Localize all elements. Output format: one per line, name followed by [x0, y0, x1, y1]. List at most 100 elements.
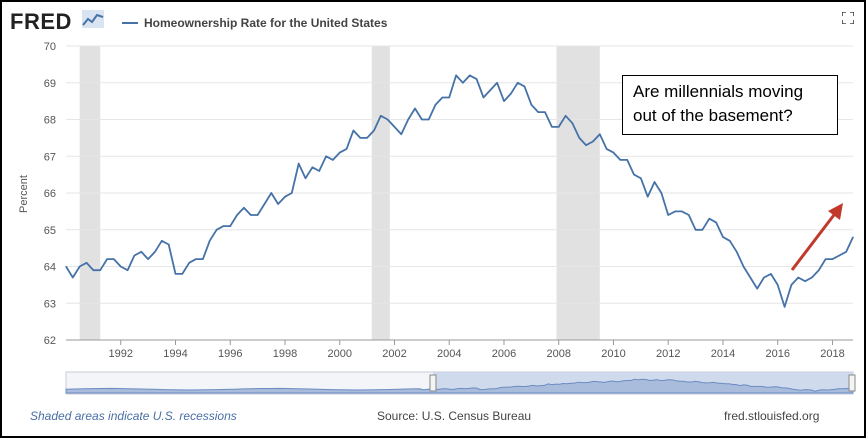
data-point	[346, 148, 348, 150]
data-point	[202, 258, 204, 260]
x-tick-label: 1998	[273, 348, 297, 360]
data-point	[441, 96, 443, 99]
trend-arrow-shaft	[790, 210, 839, 271]
data-point	[722, 236, 724, 238]
data-point	[147, 258, 149, 260]
data-point	[749, 276, 751, 279]
trend-arrow	[790, 203, 843, 271]
y-tick-label: 64	[44, 262, 56, 274]
legend-line-swatch	[122, 22, 138, 24]
x-tick-label: 2006	[492, 348, 516, 360]
recession-note: Shaded areas indicate U.S. recessions	[30, 409, 237, 423]
data-point	[99, 269, 101, 271]
data-point	[729, 240, 731, 242]
data-point	[352, 129, 354, 132]
y-axis-label: Percent	[18, 175, 30, 213]
data-point	[434, 104, 437, 106]
data-point	[626, 159, 628, 161]
y-axis-ticks: 62 63 64 65 66 67 68 69 70	[44, 41, 56, 347]
data-point	[838, 254, 840, 257]
data-point	[407, 118, 409, 121]
data-point	[209, 240, 211, 242]
annotation-box: Are millennials moving out of the baseme…	[622, 75, 838, 135]
data-point	[400, 133, 402, 135]
data-point	[790, 284, 793, 286]
data-point	[674, 210, 676, 212]
data-point	[537, 111, 539, 113]
x-tick-label: 2002	[382, 348, 406, 360]
data-point	[304, 177, 307, 179]
data-point	[284, 196, 286, 198]
data-point	[756, 288, 758, 290]
data-point	[421, 118, 423, 121]
data-point	[667, 214, 669, 216]
data-point	[243, 207, 245, 209]
data-point	[469, 74, 471, 76]
data-point	[852, 236, 854, 238]
x-tick-label: 2010	[601, 348, 625, 360]
y-tick-label: 68	[44, 115, 56, 127]
data-point	[154, 251, 156, 253]
data-point	[517, 82, 519, 84]
data-point	[216, 229, 218, 231]
x-tick-label: 2014	[711, 348, 735, 360]
data-point	[359, 137, 361, 139]
data-point	[462, 82, 464, 84]
data-point	[606, 148, 608, 150]
data-point	[113, 258, 115, 260]
x-tick-label: 1996	[218, 348, 242, 360]
data-point	[777, 284, 779, 286]
data-point	[298, 163, 300, 165]
fred-logo[interactable]: FRED	[10, 9, 72, 34]
range-navigator[interactable]	[65, 371, 856, 395]
data-point	[551, 126, 553, 128]
data-point	[373, 129, 375, 132]
data-point	[65, 265, 67, 268]
navigator-left-handle[interactable]	[429, 374, 437, 392]
data-point	[845, 251, 847, 253]
data-point	[140, 251, 142, 253]
navigator-series	[65, 378, 854, 394]
site-link[interactable]: fred.stlouisfed.org	[724, 409, 820, 423]
annotation-line-2: out of the basement?	[633, 106, 793, 125]
x-tick-label: 2004	[437, 348, 461, 360]
data-point	[523, 85, 526, 87]
series-line[interactable]	[65, 74, 854, 308]
data-point	[633, 174, 635, 176]
data-point	[270, 192, 272, 194]
data-point	[612, 152, 615, 154]
data-point	[79, 265, 81, 268]
data-point	[510, 93, 512, 95]
navigator-right-handle[interactable]	[848, 374, 856, 392]
data-point	[797, 276, 799, 279]
data-point	[476, 78, 478, 80]
data-point	[291, 192, 293, 194]
data-point	[133, 254, 135, 257]
data-point	[565, 115, 567, 117]
data-point	[496, 82, 498, 84]
x-tick-label: 2016	[765, 348, 789, 360]
x-tick-label: 2008	[546, 348, 570, 360]
x-axis-ticks: 1992 1994 1996 1998 2000 2002 2004 2006 2008 2010…	[66, 339, 853, 360]
series-legend[interactable]: Homeownership Rate for the United States	[122, 16, 387, 30]
y-tick-label: 66	[44, 188, 56, 200]
data-point	[482, 96, 485, 99]
data-point	[257, 214, 259, 216]
annotation-line-1: Are millennials moving	[633, 82, 804, 101]
source-text: Source: U.S. Census Bureau	[377, 409, 532, 423]
data-point	[339, 152, 341, 154]
data-point	[653, 181, 656, 183]
data-point	[831, 258, 834, 260]
data-point	[558, 126, 560, 128]
x-tick-label: 1992	[109, 348, 133, 360]
y-tick-label: 67	[44, 151, 56, 163]
data-point	[448, 96, 450, 99]
data-point	[544, 111, 546, 113]
fred-logo-graph-icon	[82, 10, 104, 28]
data-point	[660, 192, 663, 194]
y-tick-label: 65	[44, 225, 56, 237]
x-tick-label: 2012	[656, 348, 680, 360]
data-point	[825, 258, 827, 260]
